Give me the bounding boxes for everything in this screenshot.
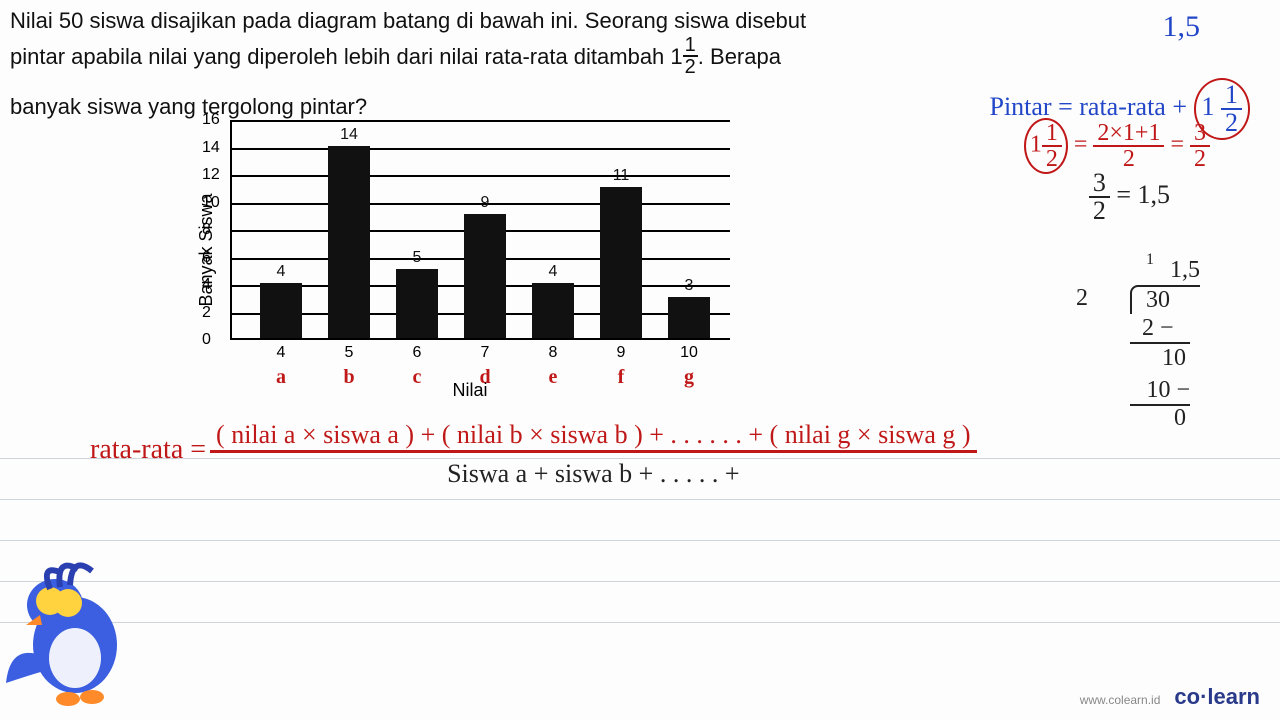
mean-formula: rata-rata = ( nilai a × siswa a ) + ( ni… (90, 420, 1190, 489)
bar-value-label: 3 (685, 277, 694, 295)
formula-numerator: ( nilai a × siswa a ) + ( nilai b × sisw… (210, 420, 976, 453)
mascot-icon (0, 545, 150, 715)
formula-denominator: Siswa a + siswa b + . . . . . + (447, 453, 739, 489)
bar-value-label: 9 (481, 194, 490, 212)
y-tick: 10 (202, 194, 220, 212)
q-line3: banyak siswa yang tergolong pintar? (10, 94, 367, 119)
ldiv-step1: 2 − (1130, 315, 1190, 344)
bar: 4 (260, 283, 302, 338)
plot-area: 024681012141644a145b56c97d48e119f310g (230, 120, 730, 340)
ldiv-dividend: 30 (1146, 287, 1170, 313)
bar-value-label: 5 (413, 249, 422, 267)
bar: 4 (532, 283, 574, 338)
question-text: Nilai 50 siswa disajikan pada diagram ba… (10, 5, 930, 123)
q-line2b: . Berapa (698, 44, 781, 69)
x-tick: 9 (617, 344, 626, 362)
x-tick: 10 (680, 344, 698, 362)
brand-logo: co·learn (1174, 684, 1260, 710)
q-frac: 12 (683, 35, 698, 77)
ldiv-quotient: 1,5 (1170, 257, 1200, 284)
bar-value-label: 4 (277, 263, 286, 281)
y-tick: 16 (202, 111, 220, 129)
hand-x-tick: e (549, 366, 558, 389)
hand-x-tick: f (618, 366, 625, 389)
gridline (232, 148, 730, 150)
gridline (232, 175, 730, 177)
bar: 3 (668, 297, 710, 338)
footer: www.colearn.id co·learn (1080, 684, 1260, 710)
y-tick: 12 (202, 166, 220, 184)
q-line1: Nilai 50 siswa disajikan pada diagram ba… (10, 8, 806, 33)
bar: 9 (464, 214, 506, 338)
bar: 14 (328, 146, 370, 339)
x-tick: 8 (549, 344, 558, 362)
hand-mixed-to-improper: 112 = 2×1+12 = 32 (1024, 118, 1210, 174)
y-tick: 4 (202, 276, 211, 294)
y-tick: 14 (202, 139, 220, 157)
hand-x-tick: c (413, 366, 422, 389)
bar: 11 (600, 187, 642, 338)
x-tick: 5 (345, 344, 354, 362)
ldiv-step2: 10 − (1130, 377, 1190, 406)
x-tick: 7 (481, 344, 490, 362)
bar-chart: Banyak Siswa 024681012141644a145b56c97d4… (190, 120, 750, 380)
bar-value-label: 14 (340, 126, 358, 144)
footer-url: www.colearn.id (1080, 693, 1161, 707)
hand-1-5-top: 1,5 (1163, 10, 1201, 44)
x-axis-label: Nilai (452, 380, 487, 401)
hand-x-tick: g (684, 366, 694, 389)
bar-value-label: 11 (613, 167, 630, 185)
bar: 5 (396, 269, 438, 338)
hand-3over2-eq-1-5: 32 = 1,5 (1089, 170, 1170, 224)
y-tick: 0 (202, 331, 211, 349)
y-tick: 6 (202, 249, 211, 267)
formula-lhs: rata-rata = (90, 434, 206, 465)
hand-x-tick: a (276, 366, 286, 389)
hand-x-tick: b (343, 366, 354, 389)
x-tick: 6 (413, 344, 422, 362)
q-line2a: pintar apabila nilai yang diperoleh lebi… (10, 44, 670, 69)
hand-pintar-text: Pintar = rata-rata + (989, 92, 1187, 121)
y-tick: 2 (202, 304, 211, 322)
bar-value-label: 4 (549, 263, 558, 281)
ldiv-rem1: 10 (1162, 345, 1186, 372)
x-tick: 4 (277, 344, 286, 362)
y-tick: 8 (202, 221, 211, 239)
gridline (232, 120, 730, 122)
ldiv-divisor: 2 (1076, 285, 1088, 312)
q-frac-whole: 1 (670, 44, 682, 69)
circled-mixed: 112 (1024, 118, 1068, 174)
